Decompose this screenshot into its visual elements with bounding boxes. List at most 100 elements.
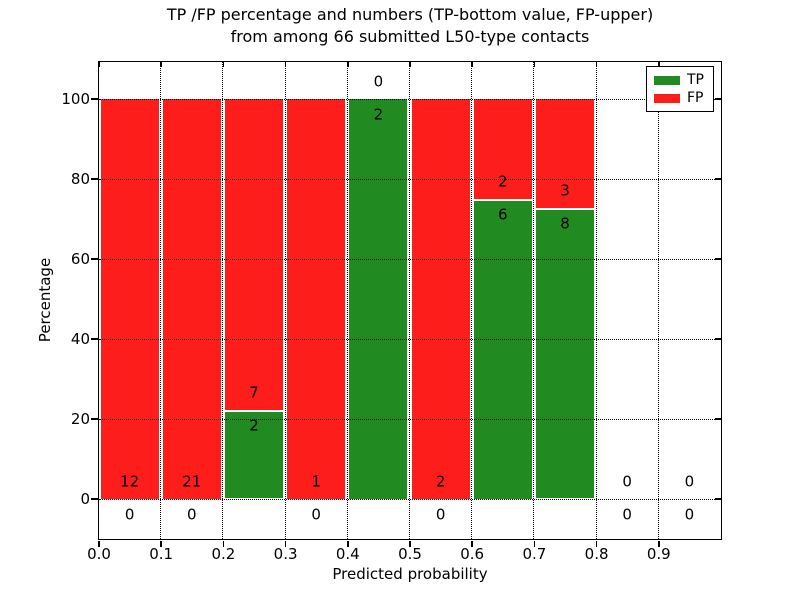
y-tick-mark	[91, 498, 98, 500]
v-gridline	[533, 61, 535, 539]
x-tick-mark	[533, 540, 536, 547]
fp-count-label: 0	[373, 72, 384, 90]
y-tick-label: 20	[70, 410, 90, 428]
x-tick-label: 0.1	[149, 545, 174, 563]
v-gridline	[284, 61, 286, 539]
y-axis-label: Percentage	[36, 257, 54, 343]
h-gridline	[98, 98, 721, 100]
v-gridline	[222, 61, 224, 539]
v-gridline	[346, 61, 348, 539]
x-tick-label: 0.9	[646, 545, 671, 563]
fp-count-label: 2	[498, 172, 508, 190]
x-tick-label: 0.4	[335, 545, 360, 563]
v-gridline	[657, 61, 659, 539]
bar-tp-segment	[473, 198, 532, 499]
bar-fp-segment	[411, 98, 470, 499]
x-tick-label: 0.6	[460, 545, 485, 563]
h-gridline	[98, 498, 721, 500]
y-tick-mark	[91, 418, 98, 420]
fp-count-label: 0	[622, 472, 632, 490]
h-gridline	[98, 338, 721, 340]
x-tick-mark-top	[347, 62, 349, 67]
fp-count-label: 1	[311, 472, 321, 490]
x-tick-mark	[471, 540, 473, 547]
legend-label-fp: FP	[687, 90, 704, 106]
v-gridline	[409, 61, 410, 539]
x-tick-mark-top	[98, 62, 100, 67]
y-tick-label: 60	[70, 250, 90, 268]
x-tick-mark	[98, 540, 100, 547]
legend-label-tp: TP	[687, 72, 704, 88]
y-tick-label: 40	[70, 330, 90, 348]
fp-swatch-icon	[654, 93, 680, 103]
tp-count-label: 0	[435, 505, 446, 523]
fp-count-label: 12	[120, 472, 140, 490]
y-tick-label: 80	[70, 170, 90, 188]
x-tick-label: 0.2	[211, 545, 236, 563]
tp-count-label: 0	[622, 505, 632, 523]
x-tick-mark-top	[471, 62, 473, 67]
chart-title-line2: from among 66 submitted L50-type contact…	[230, 27, 590, 46]
x-tick-mark	[658, 540, 660, 547]
chart-title-line1: TP /FP percentage and numbers (TP-bottom…	[166, 5, 654, 24]
fp-count-label: 7	[249, 383, 259, 402]
bar-fp-segment	[287, 98, 346, 499]
bar-fp-segment	[535, 98, 595, 208]
y-tick-label: 0	[80, 490, 90, 508]
x-tick-label: 0.5	[398, 545, 422, 563]
legend-item-tp: TP	[647, 73, 713, 87]
tp-count-label: 0	[311, 505, 321, 523]
tp-swatch-icon	[654, 75, 680, 85]
bar-tp-segment	[535, 207, 595, 499]
x-tick-label: 0.3	[273, 545, 298, 563]
x-tick-mark	[160, 540, 162, 547]
h-gridline	[98, 418, 721, 420]
y-tick-mark	[91, 178, 98, 180]
x-axis-label: Predicted probability	[332, 565, 488, 583]
legend-item-fp: FP	[647, 91, 713, 105]
tp-count-label: 0	[187, 505, 197, 523]
fp-count-label: 3	[560, 181, 570, 200]
h-gridline	[98, 178, 721, 180]
h-gridline	[98, 258, 721, 260]
tp-count-label: 0	[124, 505, 135, 523]
bar-tp-segment	[349, 98, 408, 499]
v-gridline	[160, 61, 162, 539]
tp-count-label: 0	[684, 505, 695, 523]
x-tick-mark-top	[595, 62, 598, 67]
bar-fp-segment	[224, 98, 284, 410]
bar-fp-segment	[473, 98, 532, 199]
fp-count-label: 0	[684, 472, 695, 490]
v-gridline	[595, 61, 597, 539]
plot-area: 12 0 21 0 7 2 1 0 0 2 2 0 2 6 3 8 0 0 0 0	[97, 60, 722, 540]
tp-count-label: 8	[560, 214, 570, 233]
y-tick-label: 100	[61, 90, 90, 108]
x-tick-mark-top	[222, 62, 225, 67]
legend: TP FP	[646, 66, 714, 112]
x-tick-mark-top	[284, 62, 287, 67]
tp-count-label: 2	[249, 416, 259, 435]
x-tick-label: 0.7	[522, 545, 547, 563]
x-tick-mark	[284, 540, 287, 547]
x-tick-mark-top	[533, 62, 536, 67]
x-tick-mark-top	[160, 62, 162, 67]
x-tick-mark	[347, 540, 349, 547]
x-tick-mark-top	[409, 62, 411, 67]
tp-count-label: 6	[498, 205, 508, 223]
fp-count-label: 21	[182, 472, 202, 490]
bar-fp-segment	[100, 98, 159, 499]
x-tick-mark	[222, 540, 225, 547]
y-tick-mark	[91, 338, 98, 340]
x-tick-mark	[409, 540, 411, 547]
x-tick-mark	[595, 540, 598, 547]
y-tick-mark	[91, 98, 98, 100]
bar-fp-segment	[162, 98, 221, 499]
x-tick-label: 0.0	[87, 545, 111, 563]
tp-count-label: 2	[373, 105, 384, 123]
v-gridline	[471, 61, 473, 539]
bar-tp-segment	[224, 409, 284, 499]
x-tick-mark-top	[658, 62, 660, 67]
fp-count-label: 2	[435, 472, 446, 490]
y-tick-mark	[91, 258, 98, 260]
